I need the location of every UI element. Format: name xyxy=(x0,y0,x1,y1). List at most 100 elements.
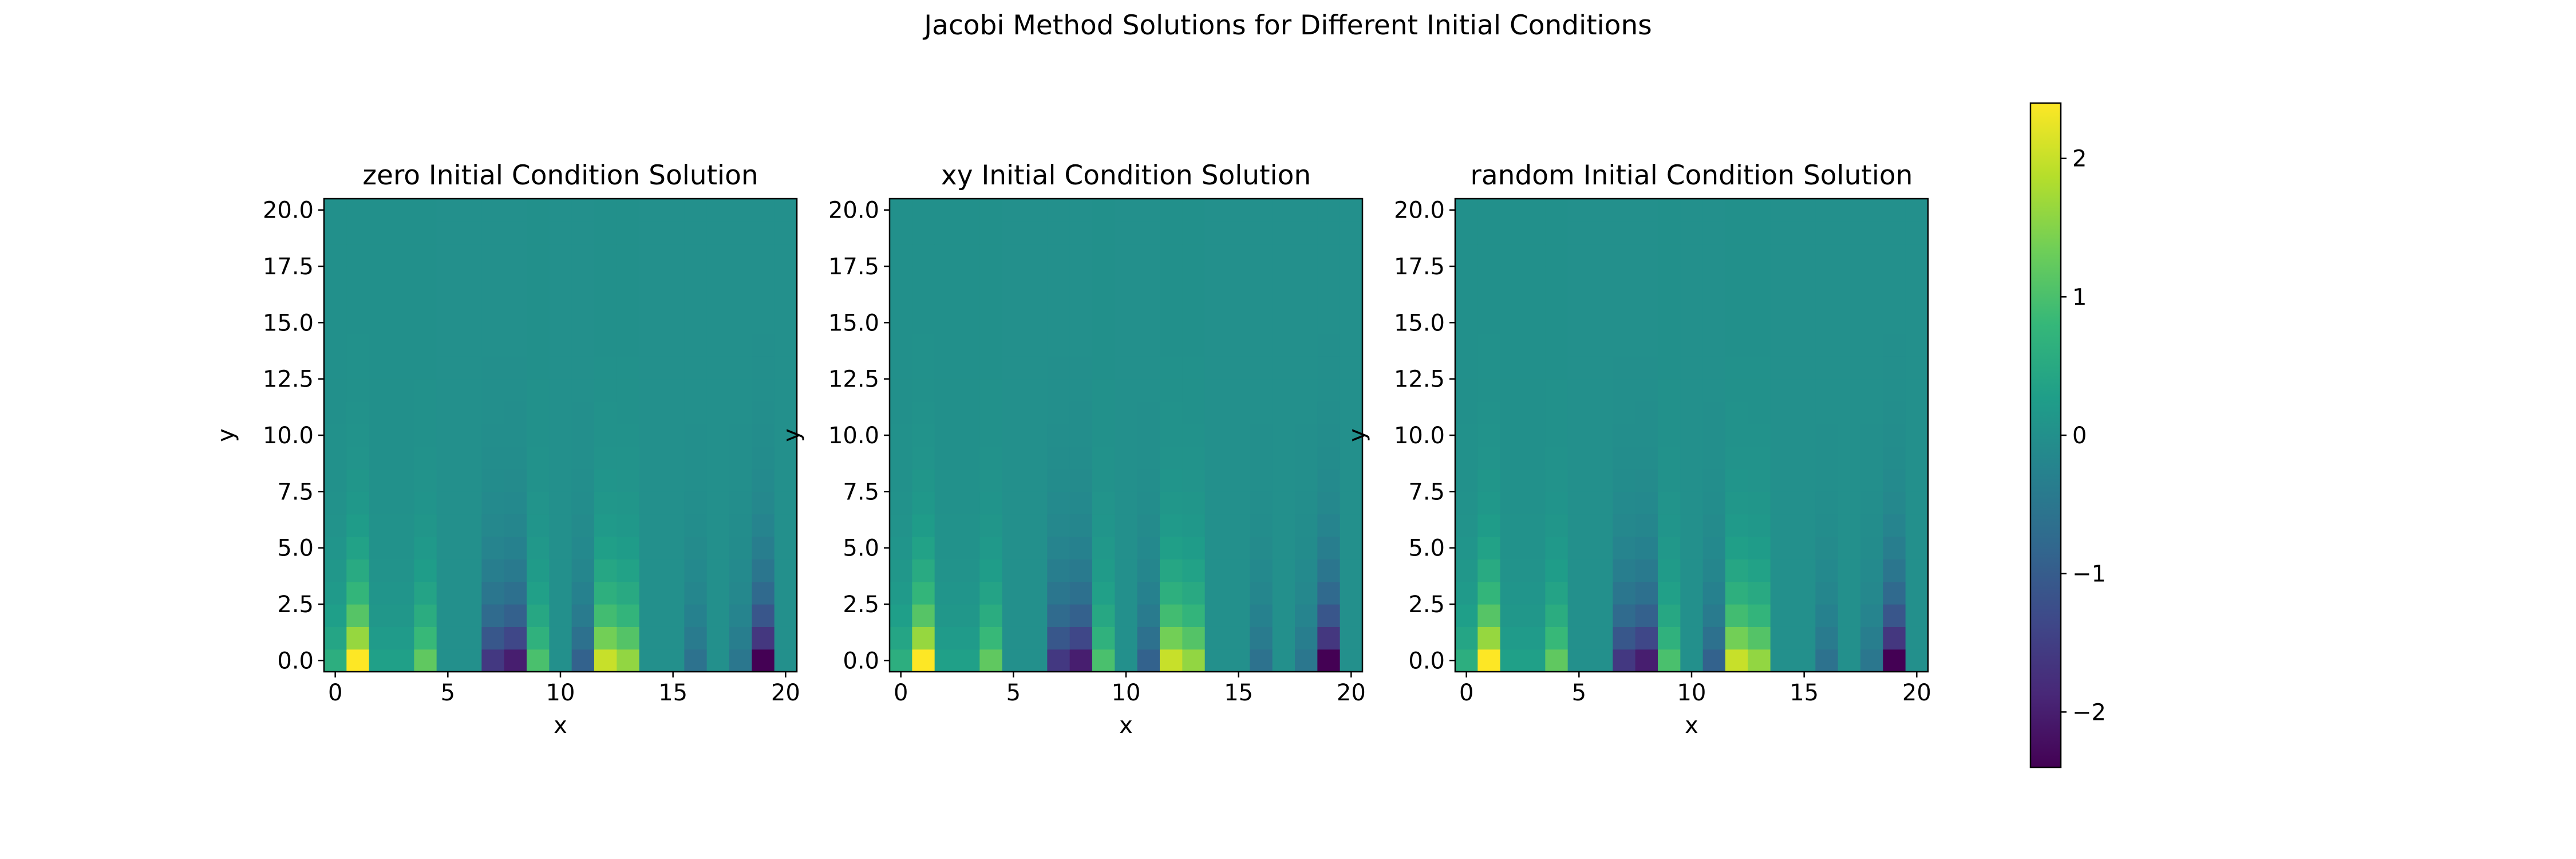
heatmap-cell xyxy=(1680,626,1704,650)
heatmap-cell xyxy=(1860,604,1883,627)
heatmap-cell xyxy=(1613,356,1636,380)
heatmap-cell xyxy=(1069,289,1093,312)
heatmap-cell xyxy=(324,469,347,492)
heatmap-cell xyxy=(1567,626,1591,650)
heatmap-cell xyxy=(752,559,775,582)
heatmap-cell xyxy=(1815,514,1839,537)
heatmap-cell xyxy=(1115,514,1138,537)
colorbar: 2 1 0 −1 −2 xyxy=(2029,102,2106,769)
heatmap-cell xyxy=(1002,491,1025,515)
heatmap-cell xyxy=(1680,379,1704,402)
heatmap-cell xyxy=(1204,356,1228,380)
heatmap-cell xyxy=(1137,401,1160,424)
heatmap-cell xyxy=(1523,649,1546,672)
heatmap-cell xyxy=(617,491,640,515)
heatmap-cell xyxy=(549,356,572,380)
heatmap-cell xyxy=(662,424,685,447)
heatmap-cell xyxy=(890,514,912,537)
heatmap-cell xyxy=(549,446,572,470)
heatmap-cell xyxy=(1115,243,1138,267)
heatmap-cell xyxy=(1295,334,1318,357)
heatmap-cell xyxy=(1883,491,1906,515)
heatmap-cell xyxy=(1317,581,1341,605)
heatmap-cell xyxy=(1455,334,1478,357)
heatmap-cell xyxy=(1115,334,1138,357)
heatmap-cell xyxy=(1613,311,1636,334)
heatmap-cell xyxy=(1047,356,1070,380)
heatmap-cell xyxy=(549,559,572,582)
heatmap-cell xyxy=(1272,289,1295,312)
heatmap-cell xyxy=(1002,514,1025,537)
heatmap-cell xyxy=(1860,401,1883,424)
heatmap-cell xyxy=(1748,626,1771,650)
heatmap-cell xyxy=(1635,446,1658,470)
heatmap-cell xyxy=(481,356,505,380)
heatmap-cell xyxy=(1545,604,1568,627)
heatmap-cell xyxy=(459,243,482,267)
heatmap-cell xyxy=(1838,334,1861,357)
heatmap-cell xyxy=(1500,379,1523,402)
heatmap-cell xyxy=(1725,424,1748,447)
heatmap-cell xyxy=(1025,559,1048,582)
heatmap-cell xyxy=(324,289,347,312)
heatmap-cell xyxy=(594,604,617,627)
heatmap-cell xyxy=(527,626,550,650)
heatmap-cell xyxy=(1590,334,1613,357)
heatmap-cell xyxy=(324,199,347,222)
heatmap-cell xyxy=(1793,401,1816,424)
heatmap-cell xyxy=(639,199,662,222)
heatmap-cell xyxy=(1477,289,1501,312)
heatmap-cell xyxy=(1295,581,1318,605)
heatmap-cell xyxy=(706,446,730,470)
heatmap-cell xyxy=(1860,581,1883,605)
heatmap-cell xyxy=(639,266,662,289)
heatmap-cell xyxy=(1182,424,1206,447)
heatmap-cell xyxy=(414,266,437,289)
heatmap-cell xyxy=(1500,289,1523,312)
heatmap-cell xyxy=(1160,334,1183,357)
heatmap-cell xyxy=(1567,356,1591,380)
heatmap-cell xyxy=(1590,221,1613,245)
heatmap-cell xyxy=(662,649,685,672)
heatmap-cell xyxy=(1793,266,1816,289)
heatmap-cell xyxy=(979,266,1003,289)
heatmap-cell xyxy=(1770,311,1793,334)
heatmap-cell xyxy=(890,379,912,402)
heatmap-cell xyxy=(1047,199,1070,222)
heatmap-cell xyxy=(662,559,685,582)
heatmap-cell xyxy=(1658,266,1681,289)
heatmap-cell xyxy=(1317,514,1341,537)
heatmap-cell xyxy=(1250,334,1273,357)
heatmap-cell xyxy=(639,514,662,537)
heatmap-cell xyxy=(1770,514,1793,537)
heatmap-cell xyxy=(890,356,912,380)
heatmap-cell xyxy=(1295,379,1318,402)
heatmap-cell xyxy=(1025,243,1048,267)
heatmap-cell xyxy=(549,626,572,650)
heatmap-cell xyxy=(1770,356,1793,380)
heatmap-cell xyxy=(1477,379,1501,402)
heatmap-cell xyxy=(1115,199,1138,222)
heatmap-cell xyxy=(1227,424,1250,447)
heatmap-cell xyxy=(1500,559,1523,582)
y-tick-label: 20.0 xyxy=(828,198,879,224)
heatmap-cell xyxy=(706,626,730,650)
heatmap-cell xyxy=(979,379,1003,402)
heatmap-cell xyxy=(1182,243,1206,267)
heatmap-cell xyxy=(774,537,797,559)
heatmap-cell xyxy=(1092,424,1115,447)
heatmap-cell xyxy=(481,604,505,627)
heatmap-cell xyxy=(1635,401,1658,424)
heatmap-cell xyxy=(1182,334,1206,357)
heatmap-cell xyxy=(392,446,414,470)
heatmap-cell xyxy=(571,334,595,357)
heatmap-cell xyxy=(1883,243,1906,267)
heatmap-cell xyxy=(1340,559,1363,582)
x-tick-label: 15 xyxy=(1224,680,1253,706)
heatmap-cell xyxy=(414,469,437,492)
heatmap-cell xyxy=(1002,379,1025,402)
heatmap-cell xyxy=(1250,626,1273,650)
heatmap-cell xyxy=(1883,537,1906,559)
heatmap-cell xyxy=(934,469,958,492)
heatmap-cell xyxy=(1590,559,1613,582)
